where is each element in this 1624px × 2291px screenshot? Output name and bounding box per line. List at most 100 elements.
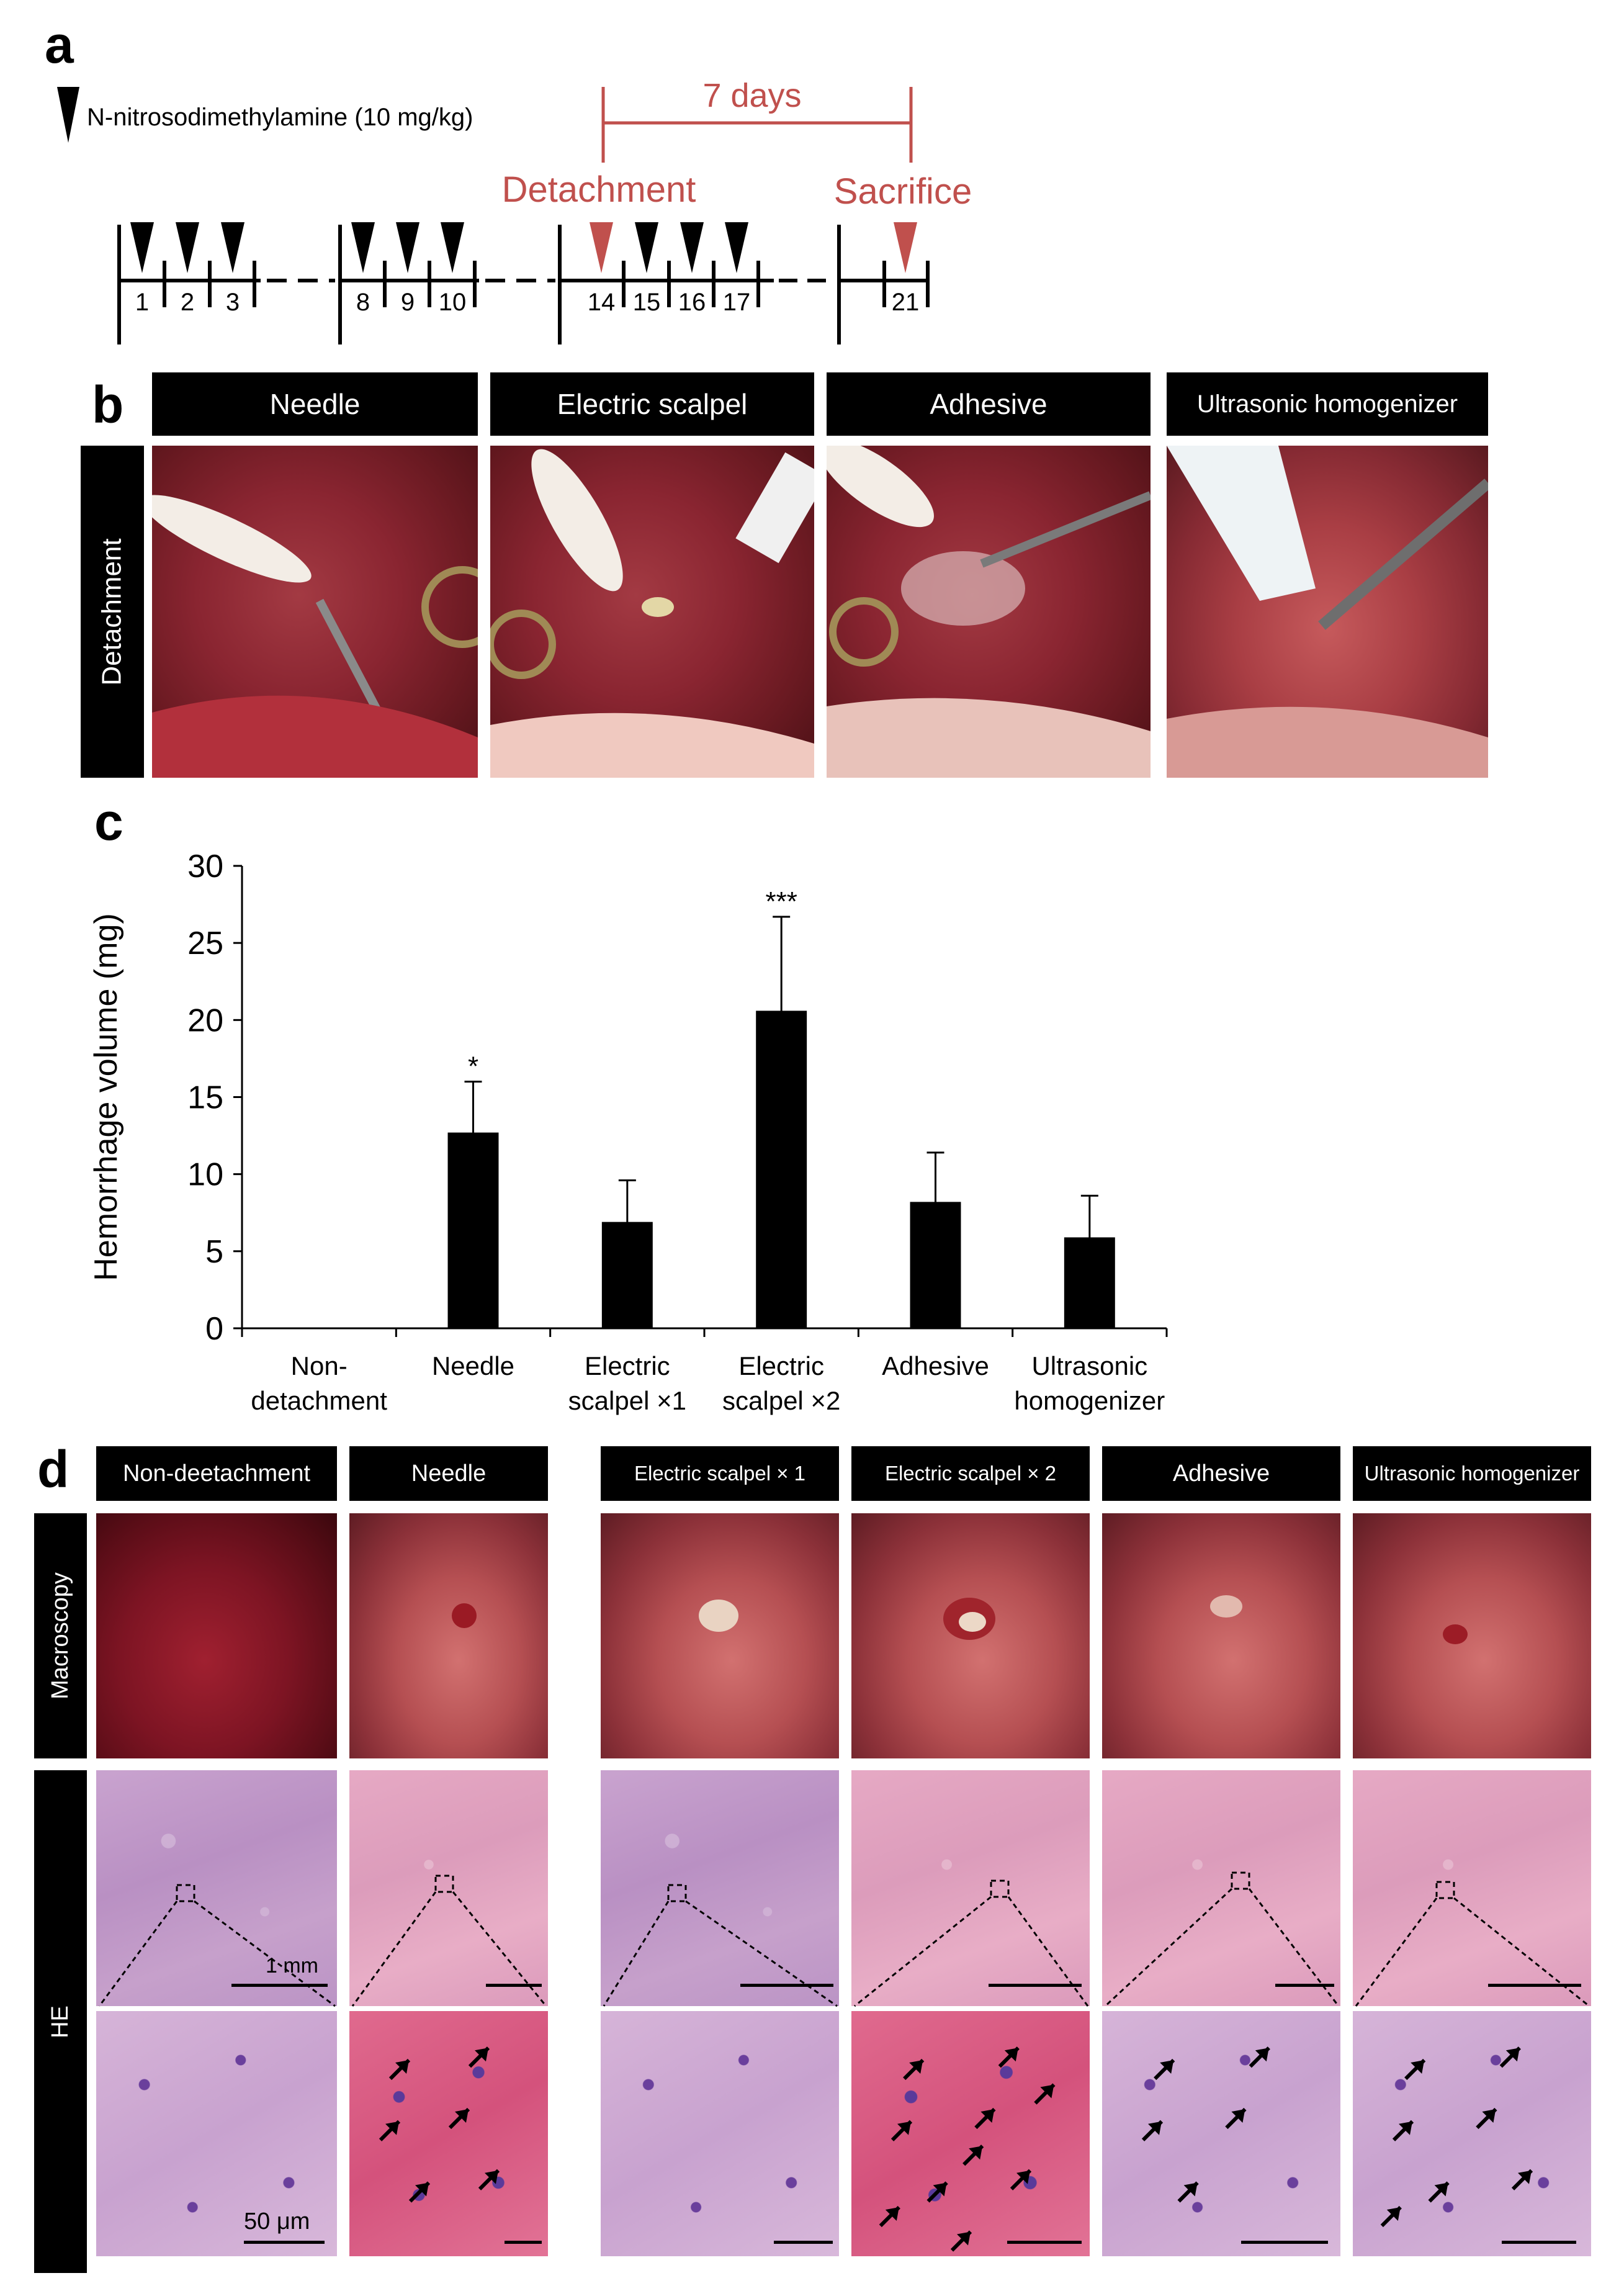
y-tick-label: 30 <box>187 848 223 884</box>
header-d-needle: Needle <box>349 1446 548 1501</box>
y-tick-label: 0 <box>205 1311 223 1347</box>
panel-label-c: c <box>94 793 123 851</box>
hemorrhage-bar-chart: Hemorrhage volume (mg) 0 5 10 15 20 25 30 Non-d… <box>88 848 1168 1415</box>
arrow-head-icon <box>969 2146 983 2160</box>
row-label-macroscopy: Macroscopy <box>34 1513 87 1758</box>
panel-label-a: a <box>45 16 74 74</box>
scale-label-1mm: 1 mm <box>266 1954 318 1978</box>
cell-arrows <box>379 2046 1533 2252</box>
legend-triangle-icon <box>57 87 79 143</box>
arrow-head-icon <box>1386 2207 1401 2221</box>
day-label: 9 <box>401 289 415 316</box>
day-label: 17 <box>723 289 751 316</box>
sacrifice-label: Sacrifice <box>834 171 972 212</box>
drug-markers <box>130 222 748 273</box>
scale-bar <box>740 1984 833 1987</box>
header-d-electric-scalpel-2: Electric scalpel × 2 <box>851 1446 1090 1501</box>
category-label: homogenizer <box>1014 1386 1165 1415</box>
category-label: Needle <box>432 1351 514 1380</box>
photo-needle <box>152 446 478 778</box>
scale-bar <box>1275 1984 1334 1987</box>
macro-ultrasonic-homogenizer <box>1353 1513 1591 1758</box>
category-label: scalpel ×2 <box>722 1386 840 1415</box>
arrow-head-icon <box>385 2121 399 2135</box>
macro-needle <box>349 1513 548 1758</box>
scale-label-50um: 50 μm <box>244 2208 310 2235</box>
day-label: 15 <box>633 289 661 316</box>
arrow-head-icon <box>909 2060 923 2074</box>
day-label: 3 <box>226 289 240 316</box>
day-label: 21 <box>892 289 920 316</box>
scale-bar <box>989 1984 1082 1987</box>
arrow-head-icon <box>1411 2060 1425 2074</box>
photo-adhesive <box>827 446 1151 778</box>
arrow-head-icon <box>395 2060 409 2074</box>
panel-label-d: d <box>37 1440 70 1498</box>
arrow-head-icon <box>1160 2060 1174 2074</box>
arrow-head-icon <box>475 2048 488 2062</box>
interval-label: 7 days <box>702 77 801 114</box>
y-tick-label: 5 <box>205 1234 223 1270</box>
scale-bar <box>1241 2241 1328 2244</box>
category-label: Ultrasonic <box>1031 1351 1147 1380</box>
scale-bar <box>486 1984 542 1987</box>
scale-bar <box>505 2241 542 2244</box>
header-d-non-detachment: Non-deetachment <box>96 1446 337 1501</box>
he-high-adhesive <box>1102 2011 1340 2256</box>
macro-adhesive <box>1102 1513 1340 1758</box>
he-low-electric-scalpel-2 <box>851 1770 1090 2006</box>
scale-bar <box>1502 2241 1576 2244</box>
he-high-electric-scalpel-1 <box>601 2011 839 2256</box>
detachment-label: Detachment <box>502 169 696 210</box>
arrow-head-icon <box>1255 2048 1269 2062</box>
y-tick-label: 25 <box>187 925 223 961</box>
arrow-head-icon <box>1183 2182 1198 2197</box>
arrow-head-icon <box>485 2170 498 2184</box>
y-tick-label: 15 <box>187 1080 223 1116</box>
zoom-indicators <box>98 1871 1590 2007</box>
arrow-head-icon <box>1148 2121 1162 2135</box>
category-label: detachment <box>251 1386 387 1415</box>
macro-electric-scalpel-1 <box>601 1513 839 1758</box>
arrow-head-icon <box>980 2109 995 2123</box>
he-low-non-detachment <box>96 1770 337 2006</box>
scale-bar <box>1488 1984 1581 1987</box>
scale-bar <box>774 2241 833 2244</box>
category-label: Adhesive <box>882 1351 989 1380</box>
he-low-electric-scalpel-1 <box>601 1770 839 2006</box>
day-label: 2 <box>181 289 194 316</box>
arrow-head-icon <box>1434 2182 1448 2197</box>
category-label: Non- <box>291 1351 348 1380</box>
header-adhesive: Adhesive <box>827 372 1151 436</box>
arrow-head-icon <box>957 2231 971 2246</box>
arrow-head-icon <box>1505 2048 1520 2062</box>
panel-label-b: b <box>92 376 124 434</box>
arrow-head-icon <box>933 2182 947 2197</box>
y-tick-label: 20 <box>187 1002 223 1038</box>
arrow-head-icon <box>415 2182 429 2197</box>
he-high-non-detachment <box>96 2011 337 2256</box>
category-label: scalpel ×1 <box>568 1386 686 1415</box>
macro-non-detachment <box>96 1513 337 1758</box>
header-d-adhesive: Adhesive <box>1102 1446 1340 1501</box>
header-electric-scalpel: Electric scalpel <box>490 372 814 436</box>
significance-label: * <box>468 1051 478 1082</box>
arrow-head-icon <box>1040 2084 1054 2099</box>
arrow-head-icon <box>897 2121 911 2135</box>
arrow-head-icon <box>1231 2109 1245 2123</box>
photo-electric-scalpel <box>490 446 814 778</box>
photo-ultrasonic-homogenizer <box>1167 446 1488 778</box>
significance-label: *** <box>765 886 797 917</box>
row-label-he: HE <box>34 1770 87 2273</box>
y-axis-label: Hemorrhage volume (mg) <box>88 913 124 1281</box>
arrow-head-icon <box>885 2207 899 2221</box>
category-label: Electric <box>585 1351 670 1380</box>
day-label: 10 <box>439 289 467 316</box>
macro-electric-scalpel-2 <box>851 1513 1090 1758</box>
he-high-needle <box>349 2011 548 2256</box>
detachment-marker <box>590 222 613 273</box>
sacrifice-marker <box>894 222 917 273</box>
timeline-diagram: N-nitrosodimethylamine (10 mg/kg) 7 days… <box>57 77 972 344</box>
day-label: 16 <box>678 289 706 316</box>
header-ultrasonic-homogenizer: Ultrasonic homogenizer <box>1167 372 1488 436</box>
